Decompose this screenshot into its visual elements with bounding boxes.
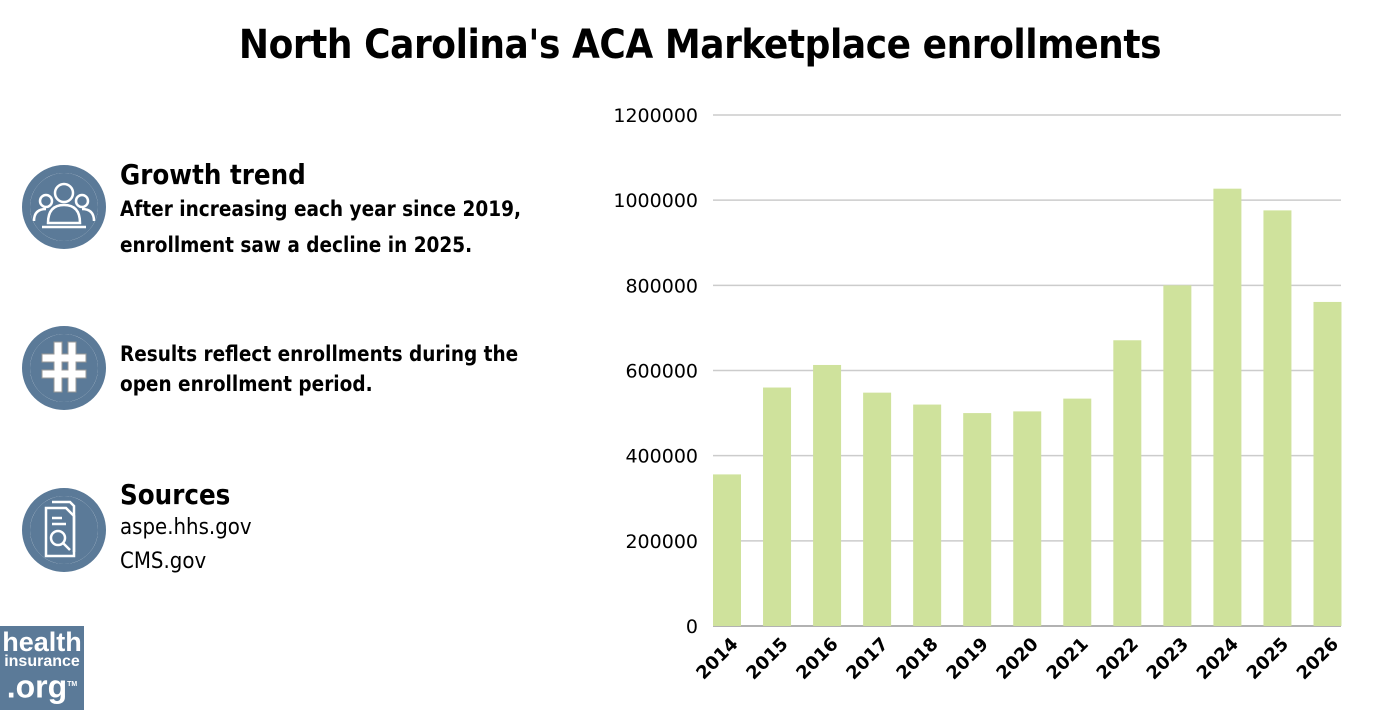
x-tick-label: 2024 — [1193, 634, 1243, 684]
y-tick-label: 400000 — [625, 446, 698, 468]
note-line-1: Results reflect enrollments during the — [120, 342, 519, 366]
x-tick-label: 2022 — [1093, 634, 1143, 684]
y-tick-label: 1200000 — [613, 105, 698, 127]
x-tick-label: 2020 — [992, 634, 1042, 684]
x-tick-label: 2019 — [942, 634, 992, 684]
document-search-icon — [22, 488, 106, 572]
hashtag-icon — [22, 326, 106, 410]
bar — [1013, 411, 1042, 626]
bar — [1263, 210, 1292, 627]
bar — [1063, 398, 1092, 626]
bar — [863, 392, 892, 626]
bar — [813, 364, 842, 626]
sources-heading: Sources — [120, 478, 231, 511]
x-tick-label: 2021 — [1043, 634, 1093, 684]
bar — [1313, 301, 1342, 626]
healthinsurance-logo: health insurance .orgTM — [0, 626, 84, 710]
growth-trend-line-2: enrollment saw a decline in 2025. — [120, 233, 473, 257]
bar — [913, 404, 942, 626]
y-tick-label: 0 — [686, 616, 698, 638]
x-tick-label: 2015 — [742, 634, 792, 684]
x-tick-label: 2017 — [842, 634, 892, 684]
source-link[interactable]: CMS.gov — [120, 549, 207, 574]
x-tick-label: 2016 — [792, 634, 842, 684]
bar — [763, 387, 792, 626]
x-tick-label: 2014 — [692, 634, 742, 684]
y-tick-label: 200000 — [625, 531, 698, 553]
bar — [1113, 340, 1142, 626]
growth-trend-heading: Growth trend — [120, 158, 306, 191]
bar — [963, 413, 992, 626]
x-tick-label: 2018 — [892, 634, 942, 684]
bar — [713, 474, 741, 626]
y-tick-label: 800000 — [625, 275, 698, 297]
bar — [1163, 285, 1192, 626]
x-tick-label: 2026 — [1293, 634, 1343, 684]
y-tick-label: 1000000 — [613, 190, 698, 212]
x-tick-label: 2023 — [1143, 634, 1193, 684]
growth-trend-line-1: After increasing each year since 2019, — [120, 197, 521, 221]
people-group-icon — [22, 165, 106, 249]
x-tick-label: 2025 — [1243, 634, 1293, 684]
note-line-2: open enrollment period. — [120, 372, 373, 396]
source-link[interactable]: aspe.hhs.gov — [120, 515, 252, 540]
page-title: North Carolina's ACA Marketplace enrollm… — [238, 22, 1162, 68]
bar — [1213, 188, 1242, 626]
y-tick-label: 600000 — [625, 361, 698, 383]
